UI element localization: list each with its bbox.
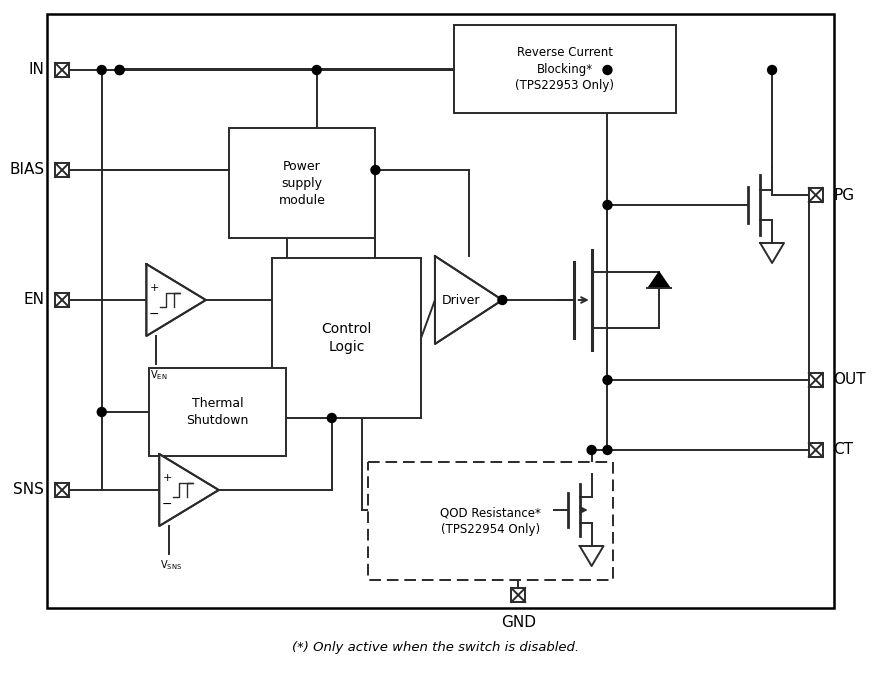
Polygon shape xyxy=(649,272,670,288)
Circle shape xyxy=(328,413,336,423)
Circle shape xyxy=(498,296,507,305)
Circle shape xyxy=(767,66,777,74)
Circle shape xyxy=(97,66,107,74)
Circle shape xyxy=(603,376,612,385)
Bar xyxy=(511,588,525,602)
Text: SNS: SNS xyxy=(13,482,45,497)
Bar xyxy=(273,258,421,418)
Text: IN: IN xyxy=(28,63,45,77)
Text: +: + xyxy=(149,283,159,293)
Text: V$_{\mathregular{EN}}$: V$_{\mathregular{EN}}$ xyxy=(149,368,167,382)
Bar xyxy=(47,14,834,608)
Circle shape xyxy=(603,66,612,74)
Bar xyxy=(229,128,376,238)
Text: CT: CT xyxy=(834,443,854,458)
Polygon shape xyxy=(159,454,218,526)
Bar xyxy=(808,443,822,457)
Circle shape xyxy=(603,445,612,454)
Text: EN: EN xyxy=(24,292,45,307)
Text: Power
supply
module: Power supply module xyxy=(279,160,325,206)
Text: Driver: Driver xyxy=(441,294,480,307)
Bar xyxy=(808,188,822,202)
Text: OUT: OUT xyxy=(834,372,866,387)
Bar xyxy=(55,163,69,177)
Bar xyxy=(367,462,614,580)
Text: BIAS: BIAS xyxy=(9,163,45,178)
Bar xyxy=(55,483,69,497)
Bar xyxy=(454,25,676,113)
Text: Control
Logic: Control Logic xyxy=(322,322,371,354)
Circle shape xyxy=(115,66,124,74)
Polygon shape xyxy=(146,264,206,336)
Circle shape xyxy=(97,408,107,417)
Circle shape xyxy=(603,201,612,210)
Bar xyxy=(55,63,69,77)
Text: GND: GND xyxy=(501,615,536,630)
Text: (*) Only active when the switch is disabled.: (*) Only active when the switch is disab… xyxy=(293,641,579,654)
Text: Reverse Current
Blocking*
(TPS22953 Only): Reverse Current Blocking* (TPS22953 Only… xyxy=(516,46,614,92)
Text: Thermal
Shutdown: Thermal Shutdown xyxy=(186,397,249,427)
Text: −: − xyxy=(149,307,160,320)
Bar xyxy=(808,373,822,387)
Circle shape xyxy=(587,445,596,454)
Text: QOD Resistance*
(TPS22954 Only): QOD Resistance* (TPS22954 Only) xyxy=(440,506,541,536)
Bar xyxy=(149,368,286,456)
Circle shape xyxy=(312,66,321,74)
Circle shape xyxy=(115,66,124,74)
Text: V$_{\mathregular{SNS}}$: V$_{\mathregular{SNS}}$ xyxy=(160,558,182,572)
Text: PG: PG xyxy=(834,188,855,202)
Bar xyxy=(55,293,69,307)
Polygon shape xyxy=(435,256,503,344)
Circle shape xyxy=(371,165,380,174)
Text: −: − xyxy=(162,497,172,510)
Text: +: + xyxy=(163,473,172,483)
